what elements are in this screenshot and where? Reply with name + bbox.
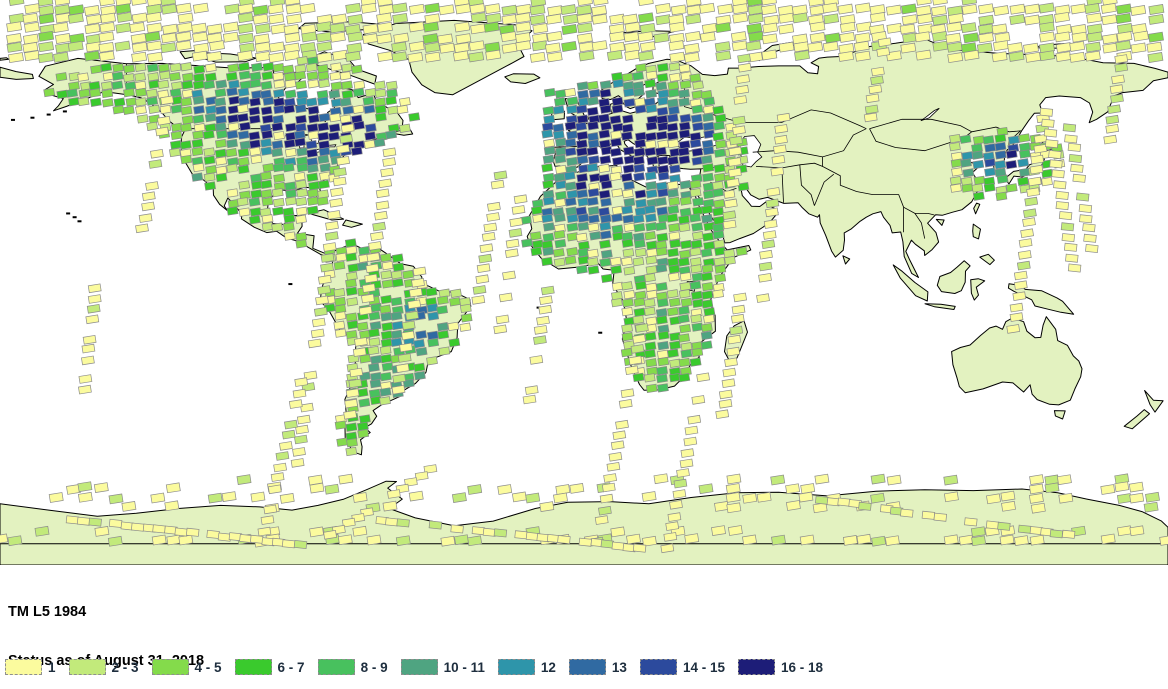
legend-item: 1 [5,659,56,675]
legend-label: 6 - 7 [277,659,305,675]
coverage-cluster-arctic-band [6,0,1165,64]
legend-item: 6 - 7 [234,659,305,675]
legend-swatch [639,659,677,675]
legend-label: 12 [540,659,556,675]
legend-label: 10 - 11 [443,659,485,675]
legend-label: 13 [611,659,627,675]
legend-swatch [400,659,438,675]
legend-swatch [497,659,535,675]
legend-label: 16 - 18 [780,659,823,675]
legend-item: 12 [497,659,556,675]
map-title: TM L5 1984 [8,604,87,621]
legend-swatch [568,659,606,675]
coverage-cluster-south-america [323,238,473,457]
legend-swatch [151,659,189,675]
legend-label: 2 - 3 [111,659,139,675]
legend-item: 16 - 18 [737,659,823,675]
legend-item: 2 - 3 [68,659,139,675]
coverage-cluster-antarctic-coast [48,473,1160,514]
legend-label: 14 - 15 [682,659,725,675]
legend-label: 1 [48,659,56,675]
legend-swatch [317,659,355,675]
legend: 1 2 - 3 4 - 5 6 - 7 8 - 9 10 - 11 12 13 14 - 15 1… [5,659,836,675]
legend-swatch [737,659,775,675]
legend-item: 14 - 15 [639,659,725,675]
coverage-cluster-north-america [43,56,421,249]
legend-swatch [234,659,272,675]
coverage-cluster-europe-africa [520,62,750,394]
legend-swatch [68,659,106,675]
legend-label: 4 - 5 [194,659,222,675]
legend-label: 8 - 9 [360,659,388,675]
legend-item: 13 [568,659,627,675]
legend-swatch [5,659,42,675]
coverage-cluster-antarctic-inner [0,525,1168,547]
coverage-cells-layer [0,0,1168,547]
legend-item: 10 - 11 [400,659,485,675]
world-coverage-map [0,0,1168,565]
legend-item: 4 - 5 [151,659,222,675]
legend-item: 8 - 9 [317,659,388,675]
orbit-stripes-layer [65,37,1129,554]
